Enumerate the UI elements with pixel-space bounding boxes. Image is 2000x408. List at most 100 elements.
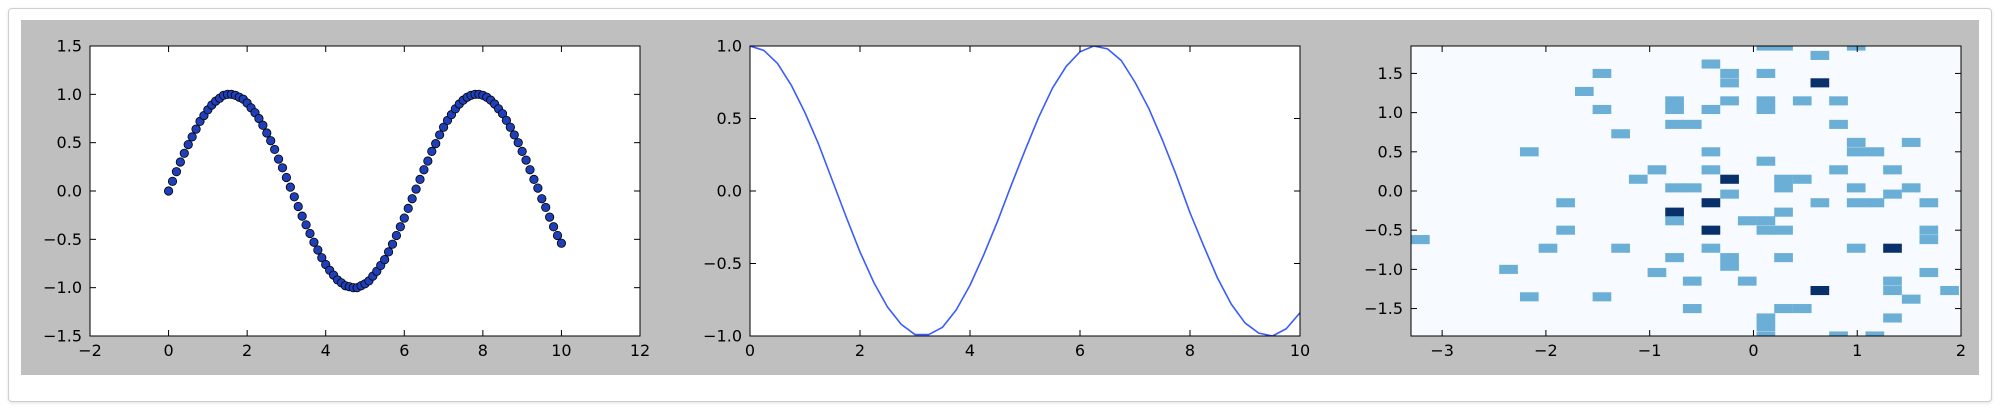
x-tick-label: −1 [1638, 341, 1662, 360]
chart-panel-2: 0 2 4 6 8 10 −1.0 −0.5 0.0 0.5 1.0 [703, 37, 1310, 361]
heatmap-cell [1919, 198, 1939, 208]
scatter-point [266, 136, 276, 146]
chart-panel-3: −3 −2 −1 0 1 2 −1.5 −1.0 −0.5 0.0 0.5 1.0 1.5 [1364, 45, 1966, 360]
y-tick-label: 0.0 [717, 182, 742, 201]
y-tick-label: −1.0 [1364, 260, 1403, 279]
y-tick-label: 0.0 [57, 182, 82, 201]
heatmap-cell [1647, 267, 1667, 278]
heatmap-cell [1774, 46, 1793, 51]
x-tick-label: 6 [1075, 341, 1085, 360]
heatmap-cell [1883, 285, 1902, 296]
heatmap-cell [1756, 46, 1776, 51]
heatmap-cell [1592, 292, 1612, 302]
scatter-point [167, 176, 178, 186]
scatter-point [407, 194, 417, 204]
heatmap-cell [1774, 253, 1793, 263]
scatter-point [529, 174, 539, 184]
heatmap-cell [1829, 331, 1848, 336]
y-tick-label: 1.0 [1378, 103, 1403, 122]
y-tick-label: 0.5 [717, 109, 742, 128]
heatmap-cell [1756, 216, 1776, 226]
heatmap-cell [1701, 165, 1721, 175]
scatter-point [305, 228, 315, 239]
scatter-point [552, 230, 563, 241]
y-tick-label: 0.5 [1378, 142, 1403, 161]
heatmap-cell [1720, 174, 1739, 184]
x-tick-label: 6 [399, 341, 409, 360]
heatmap-cell [1883, 243, 1902, 253]
heatmap-cell [1774, 183, 1793, 193]
heatmap-cell [1756, 68, 1776, 78]
scatter-point [545, 212, 555, 222]
x-tick-label: 8 [1185, 341, 1195, 360]
y-tick-label: −1.0 [43, 278, 82, 297]
scatter-point [313, 245, 323, 255]
scatter-point [438, 122, 449, 132]
scatter-point [556, 238, 567, 248]
x-tick-label: −2 [78, 341, 102, 360]
heatmap-cell [1829, 165, 1848, 175]
heatmap-cell [1720, 68, 1739, 78]
heatmap-cell [1774, 174, 1793, 184]
scatter-point [391, 230, 402, 241]
scatter-point [513, 138, 523, 148]
heatmap-cell [1756, 225, 1776, 235]
heatmap-cell [1865, 198, 1885, 208]
heatmap-cell [1810, 78, 1830, 88]
scatter-point [548, 222, 559, 232]
plot-area [750, 46, 1300, 336]
heatmap-cell [1611, 243, 1630, 253]
scatter-point [383, 247, 394, 257]
scatter-point [419, 165, 429, 175]
heatmap-cell [1792, 96, 1812, 106]
heatmap-cell [1556, 198, 1575, 208]
y-tick-label: −1.5 [1364, 299, 1403, 318]
plot-marks [750, 46, 1300, 336]
heatmap-cell [1810, 50, 1830, 60]
heatmap-cell [1592, 68, 1612, 78]
x-tick-label: 2 [855, 341, 865, 360]
scatter-point [497, 109, 508, 119]
heatmap-cell [1720, 78, 1739, 88]
heatmap-cell [1628, 174, 1648, 184]
scatter-point [270, 144, 280, 155]
heatmap-cell [1519, 147, 1539, 157]
scatter-point [415, 174, 425, 184]
heatmap-cell [1846, 243, 1866, 253]
heatmap-cell [1647, 165, 1667, 175]
heatmap-cell [1846, 183, 1866, 193]
heatmap-cell [1701, 225, 1721, 235]
heatmap-cell [1774, 304, 1793, 314]
scatter-point [175, 157, 185, 167]
y-tick-label: −1.0 [703, 327, 742, 346]
heatmap-cell [1682, 276, 1702, 286]
scatter-point [277, 163, 288, 173]
scatter-point [399, 213, 409, 223]
heatmap-cell [1538, 243, 1558, 253]
heatmap-cell [1701, 147, 1721, 157]
heatmap-cell [1665, 104, 1684, 115]
y-tick-label: 1.5 [1378, 64, 1403, 83]
heatmap-cell [1919, 267, 1939, 278]
scatter-point [537, 194, 547, 204]
scatter-point [281, 172, 292, 183]
heatmap-cell [1720, 96, 1739, 106]
heatmap-cell [1701, 104, 1721, 115]
chart-panel-1: −2 0 2 4 6 8 10 12 −1.5 −1.0 −0.5 0.0 0.5 1.0 1.5 [43, 37, 650, 361]
scatter-point [317, 253, 327, 263]
x-tick-label: 10 [551, 341, 571, 360]
x-tick-label: 8 [478, 341, 488, 360]
x-tick-label: 0 [163, 341, 173, 360]
scatter-point [431, 139, 441, 149]
scatter-point [387, 239, 398, 249]
heatmap-cell [1682, 183, 1702, 193]
heatmap-cell [1846, 46, 1866, 51]
heatmap-cell [1737, 276, 1757, 286]
heatmap-cell [1883, 276, 1902, 286]
y-tick-label: 1.0 [57, 85, 82, 104]
y-tick-label: 1.0 [717, 37, 742, 56]
heatmap-cell [1499, 264, 1518, 274]
heatmap-cell [1665, 253, 1684, 263]
scatter-point [309, 237, 319, 247]
